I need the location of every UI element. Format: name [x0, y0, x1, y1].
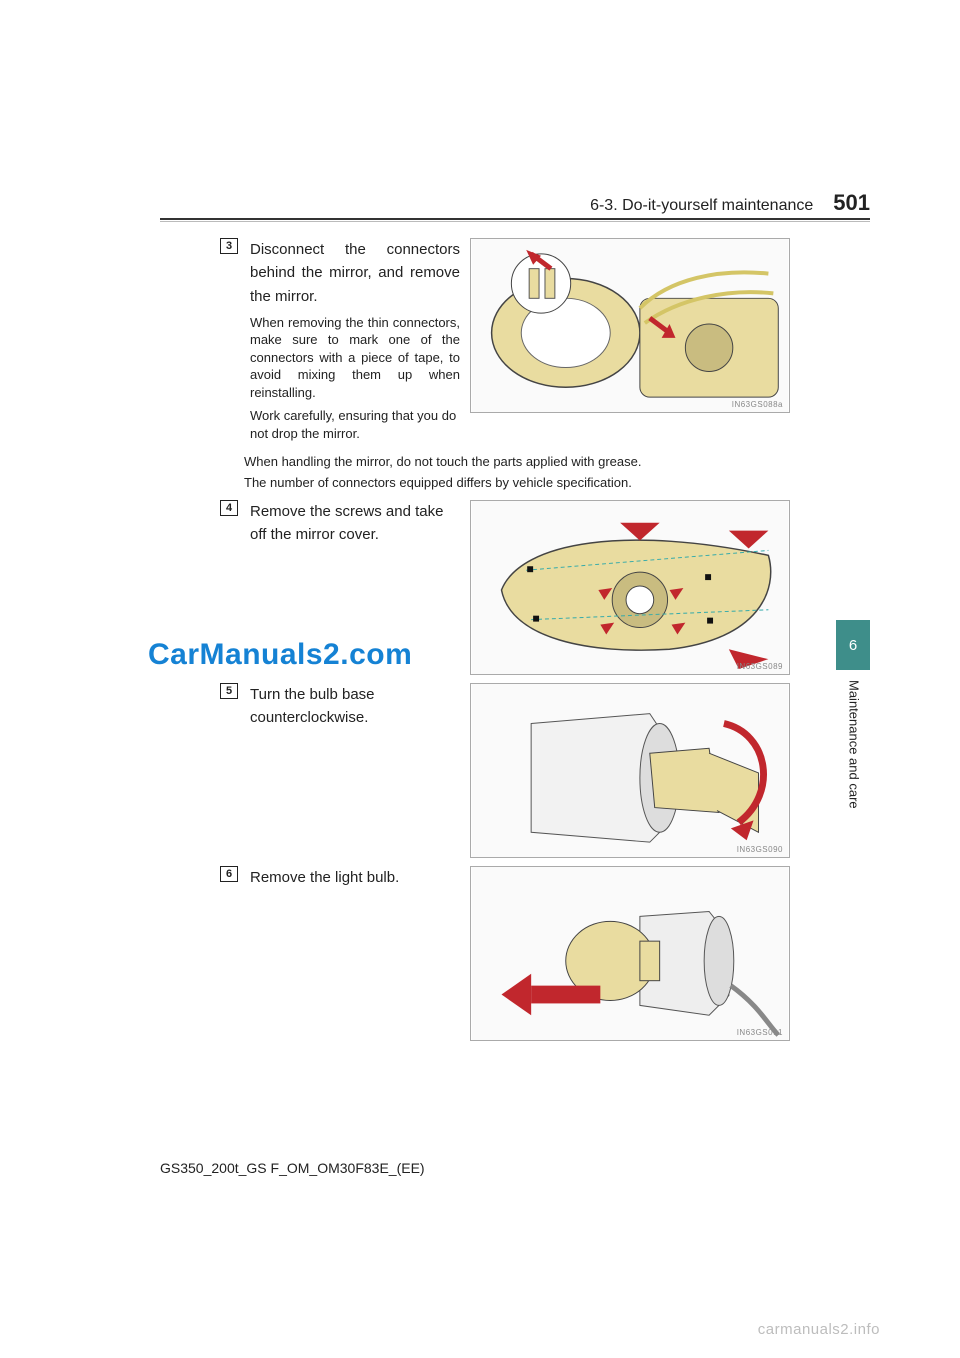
manual-page: 6-3. Do-it-yourself maintenance 501 6 Ma…: [0, 0, 960, 1358]
figure-code: IN63GS089: [737, 662, 783, 671]
content-area: 3 Disconnect the connectors behind the m…: [220, 238, 870, 1049]
figure-step-5: IN63GS090: [470, 683, 790, 858]
figure-code: IN63GS090: [737, 845, 783, 854]
figure-code: IN63GS091: [737, 1028, 783, 1037]
step-3-text: 3 Disconnect the connectors behind the m…: [220, 238, 460, 449]
step-3-note-1: When handling the mirror, do not touch t…: [244, 453, 870, 471]
figure-step-4: IN63GS089: [470, 500, 790, 675]
section-label: 6-3. Do-it-yourself maintenance: [590, 197, 813, 215]
figure-code: IN63GS088a: [732, 400, 783, 409]
mirror-connectors-illustration: [471, 239, 789, 412]
step-3-sub-1: When removing the thin connectors, make …: [250, 314, 460, 402]
page-number: 501: [833, 190, 870, 216]
step-4: 4 Remove the screws and take off the mir…: [220, 500, 870, 675]
page-header: 6-3. Do-it-yourself maintenance 501: [160, 190, 870, 216]
step-3-main: Disconnect the connectors behind the mir…: [250, 238, 460, 308]
step-6-text: 6 Remove the light bulb.: [220, 866, 460, 895]
step-number-box: 6: [220, 866, 238, 882]
step-6-main: Remove the light bulb.: [250, 866, 460, 889]
figure-step-3: IN63GS088a: [470, 238, 790, 413]
document-id: GS350_200t_GS F_OM_OM30F83E_(EE): [160, 1160, 425, 1176]
step-5-text: 5 Turn the bulb base counterclockwise.: [220, 683, 460, 736]
step-3-note-2: The number of connectors equipped differ…: [244, 474, 870, 492]
step-5: 5 Turn the bulb base counterclockwise.: [220, 683, 870, 858]
mirror-cover-illustration: [471, 501, 789, 674]
step-3: 3 Disconnect the connectors behind the m…: [220, 238, 870, 492]
step-3-sub-2: Work carefully, ensuring that you do not…: [250, 407, 460, 442]
step-number-box: 3: [220, 238, 238, 254]
step-4-text: 4 Remove the screws and take off the mir…: [220, 500, 460, 553]
bulb-base-illustration: [471, 684, 789, 857]
light-bulb-illustration: [471, 867, 789, 1040]
figure-step-6: IN63GS091: [470, 866, 790, 1041]
header-rule: [160, 218, 870, 220]
step-4-main: Remove the screws and take off the mirro…: [250, 500, 460, 547]
step-6: 6 Remove the light bulb.: [220, 866, 870, 1041]
step-5-main: Turn the bulb base counterclockwise.: [250, 683, 460, 730]
watermark-footer: carmanuals2.info: [758, 1321, 880, 1338]
step-number-box: 4: [220, 500, 238, 516]
step-number-box: 5: [220, 683, 238, 699]
